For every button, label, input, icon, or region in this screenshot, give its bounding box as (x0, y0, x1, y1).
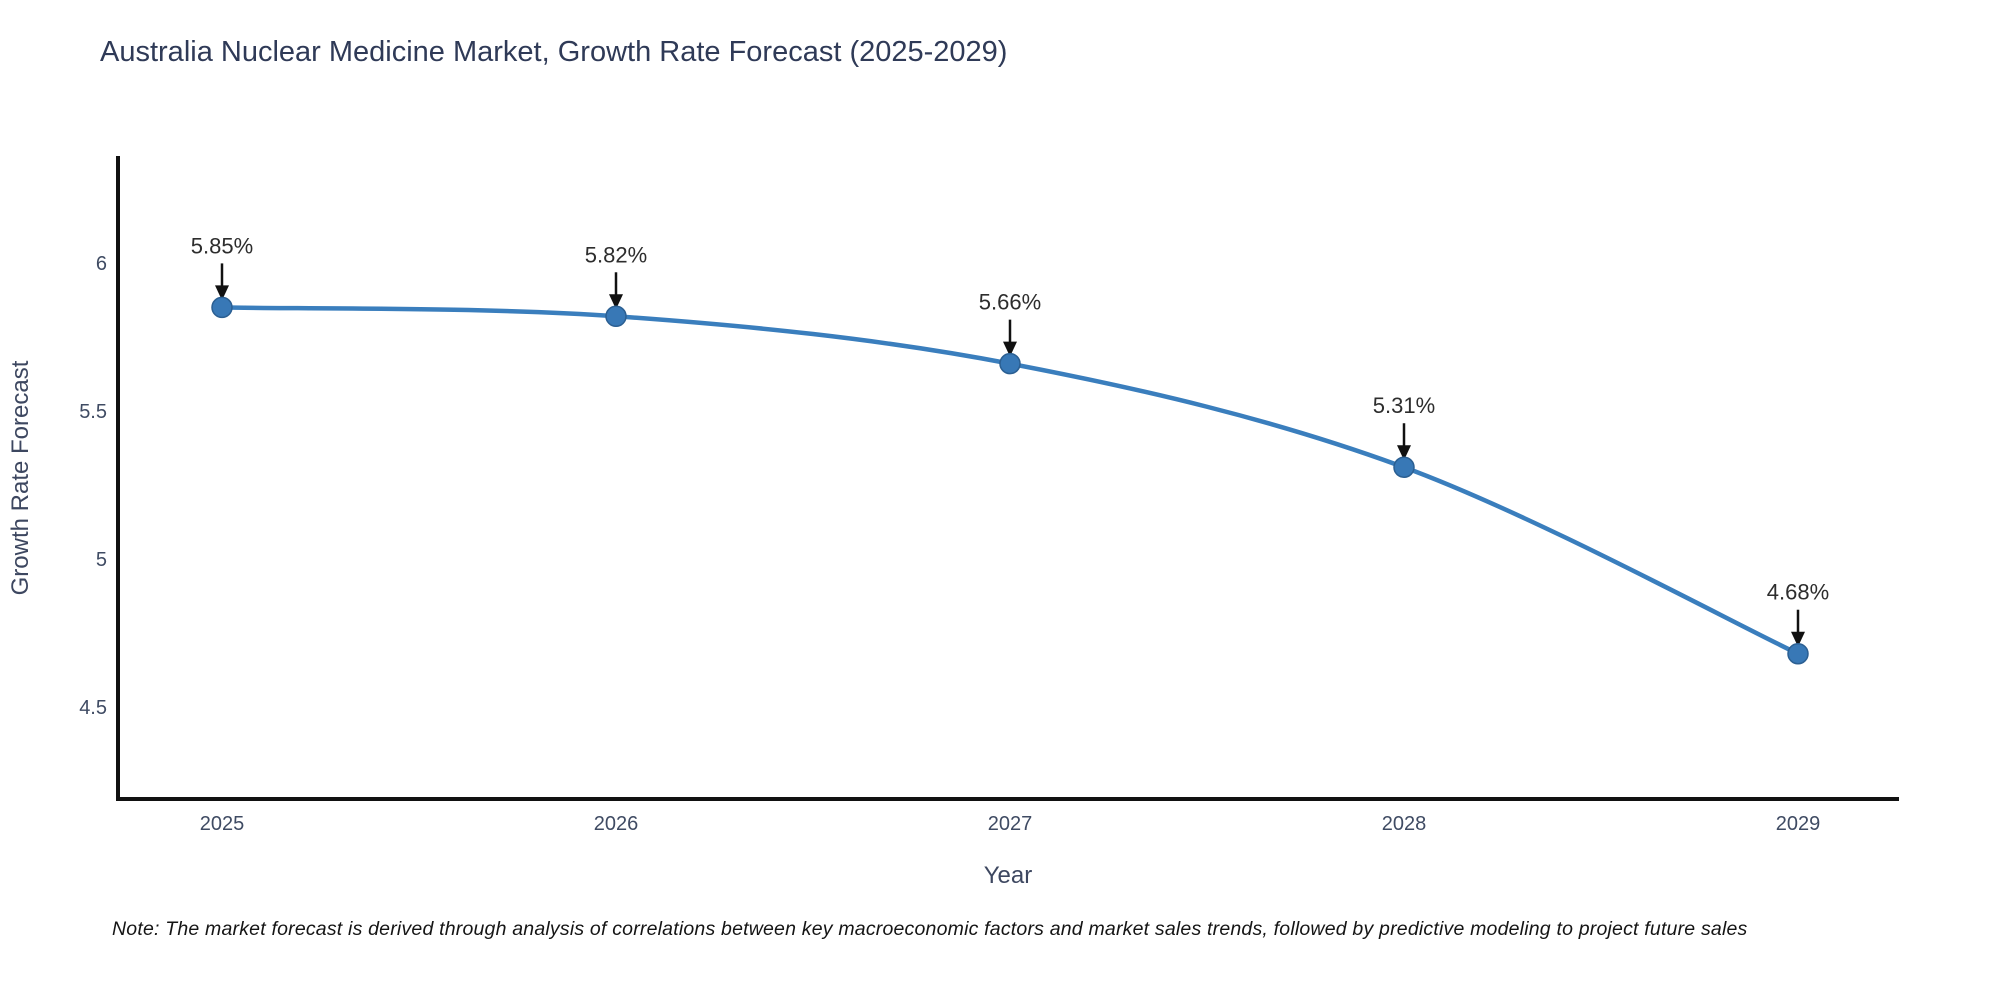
x-tick-label: 2028 (1382, 813, 1427, 835)
annotation-arrowhead (215, 285, 229, 301)
x-tick-label: 2027 (988, 813, 1033, 835)
annotation-arrowhead (1791, 631, 1805, 647)
data-point-label: 5.66% (979, 290, 1041, 315)
x-tick-label: 2025 (200, 813, 245, 835)
annotation (609, 272, 623, 310)
annotation-arrowhead (609, 294, 623, 310)
data-point-marker[interactable] (1393, 456, 1415, 478)
y-axis-title: Growth Rate Forecast (7, 360, 34, 595)
x-tick-label: 2026 (594, 813, 639, 835)
annotation (1791, 609, 1805, 647)
x-axis-title: Year (984, 862, 1033, 889)
data-point-marker[interactable] (211, 296, 233, 319)
data-point-label: 4.68% (1767, 580, 1829, 605)
annotation (215, 263, 229, 301)
chart-title: Australia Nuclear Medicine Market, Growt… (100, 36, 1008, 68)
y-tick-label: 6 (96, 253, 107, 275)
chart-footnote: Note: The market forecast is derived thr… (112, 918, 1748, 940)
y-tick-label: 5.5 (79, 401, 107, 423)
annotation-arrowhead (1397, 445, 1411, 461)
y-tick-label: 5 (96, 549, 107, 571)
data-point-label: 5.82% (585, 242, 647, 267)
annotation (1397, 423, 1411, 461)
x-tick-label: 2029 (1776, 813, 1821, 835)
annotation-arrowhead (1003, 341, 1017, 357)
data-point-label: 5.31% (1373, 393, 1435, 418)
data-point-marker[interactable] (999, 352, 1021, 375)
y-tick-label: 4.5 (79, 697, 107, 719)
data-point-marker[interactable] (1787, 642, 1809, 665)
data-point-marker[interactable] (605, 305, 627, 328)
annotation (1003, 319, 1017, 357)
data-point-label: 5.85% (191, 233, 253, 258)
